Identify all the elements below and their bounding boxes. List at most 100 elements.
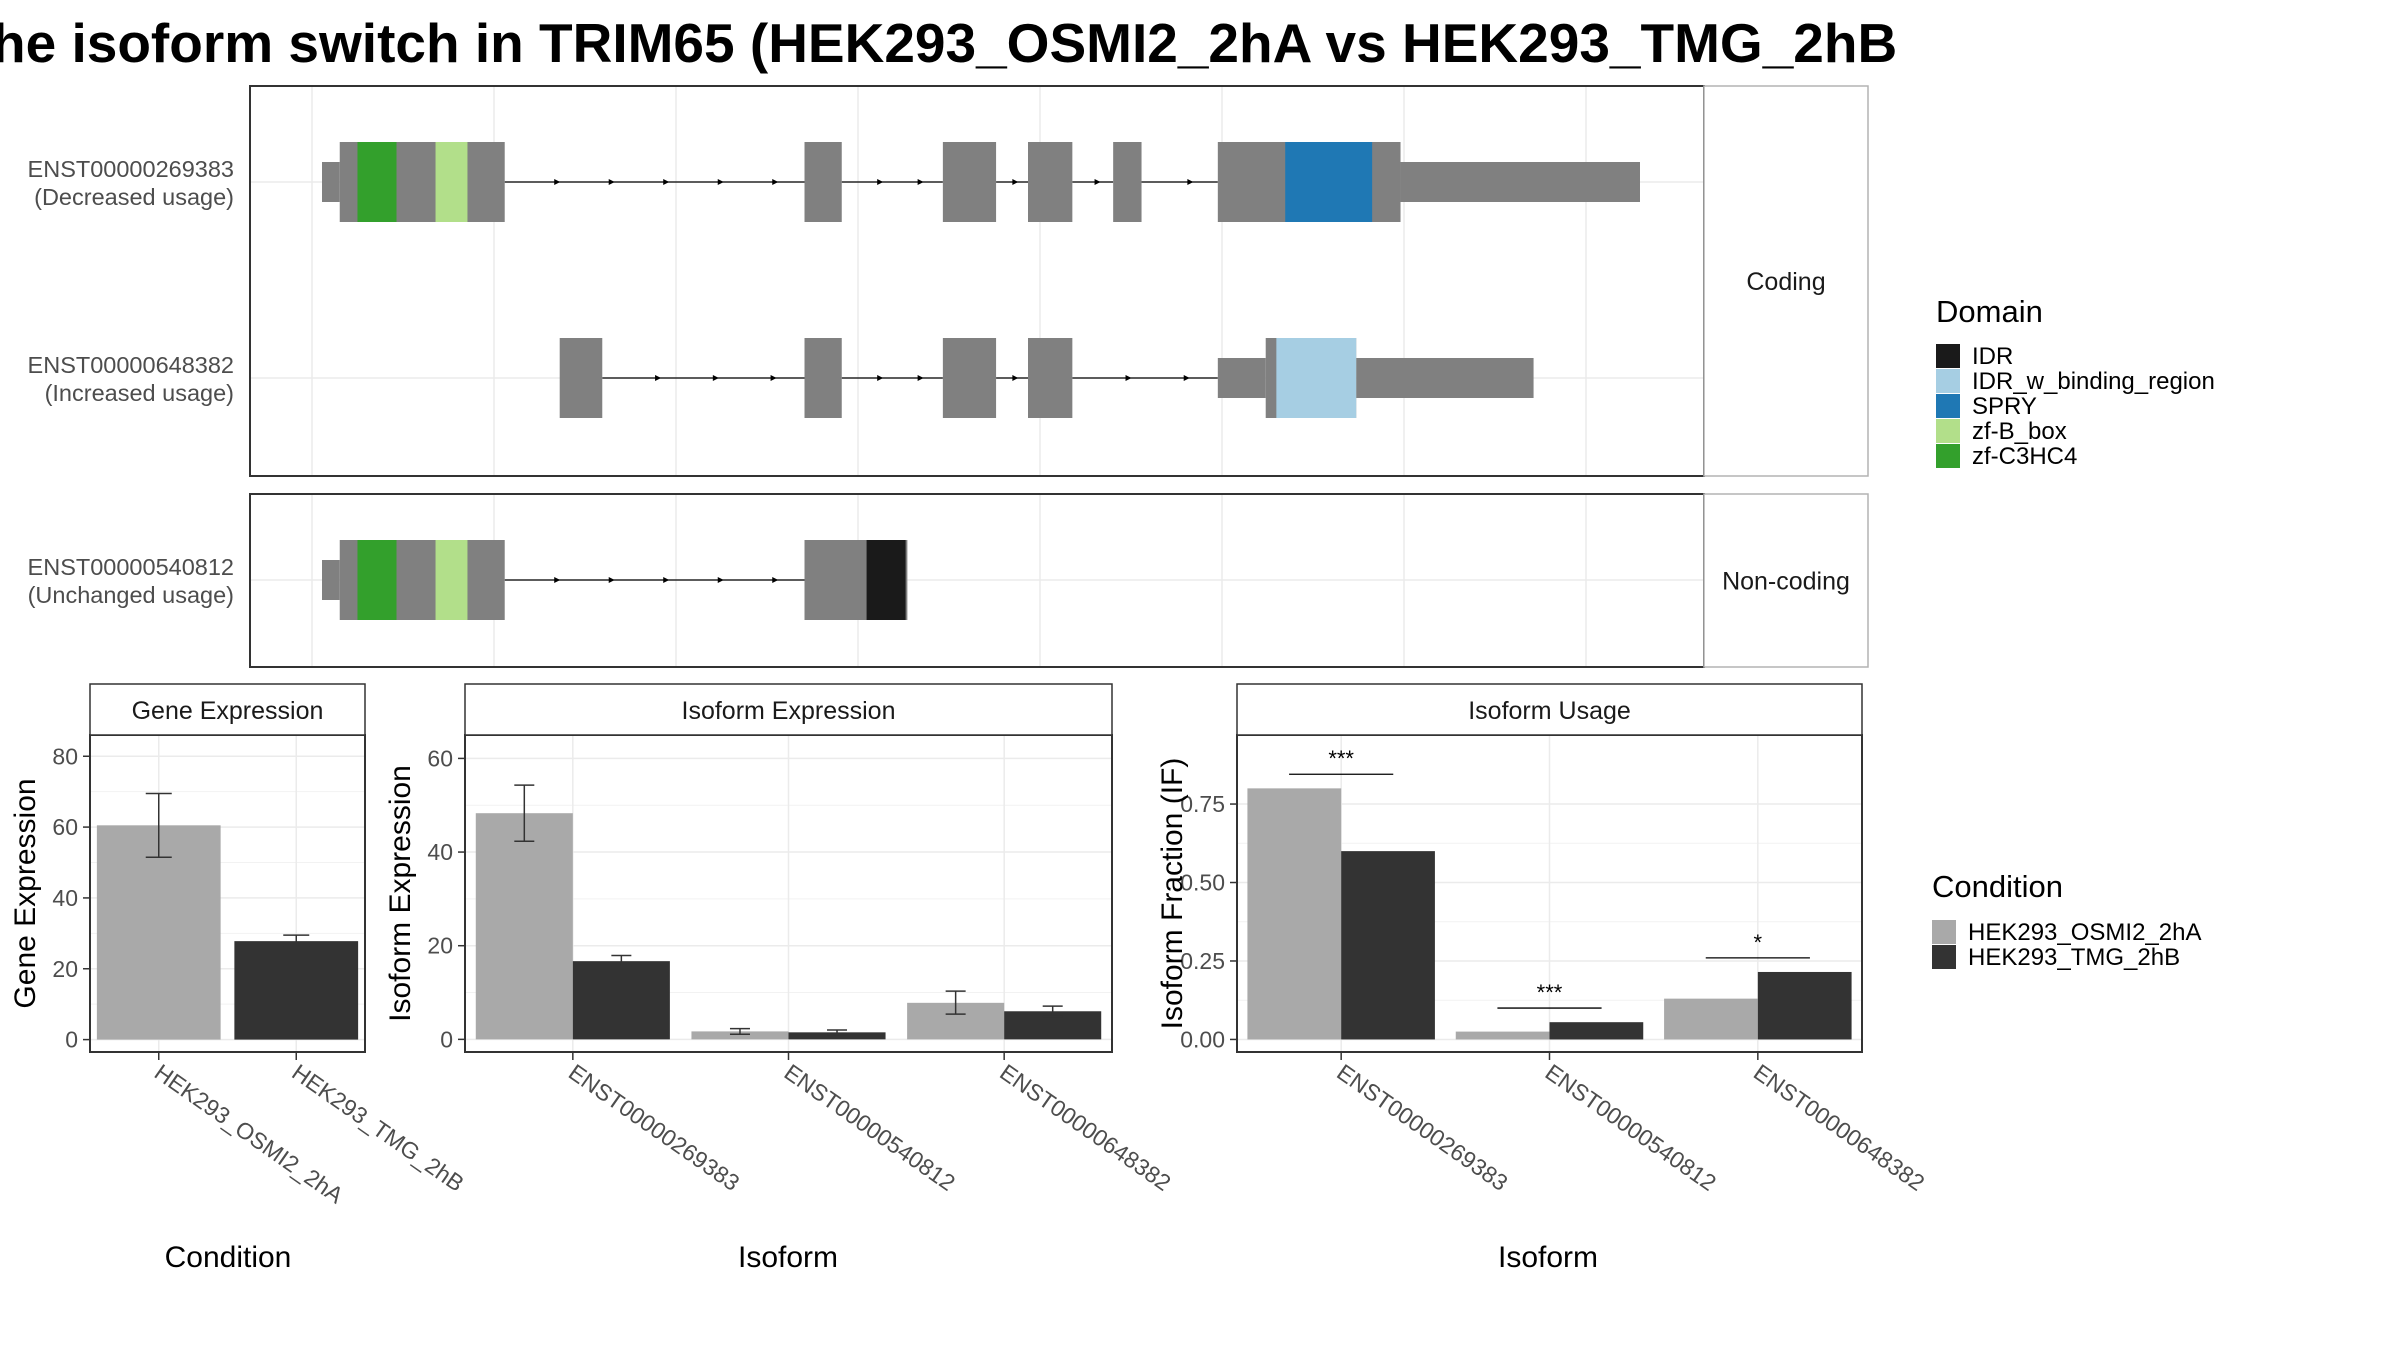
intron-arrow (917, 179, 924, 185)
y-axis-label: Isoform Fraction (IF) (1156, 758, 1189, 1030)
intron-arrow (717, 577, 724, 583)
intron-arrow (770, 375, 777, 381)
legend-label: SPRY (1972, 393, 2037, 420)
bar (1757, 971, 1852, 1040)
y-tick-label: 20 (427, 933, 453, 959)
intron-arrow (917, 375, 924, 381)
transcript-id-label: ENST00000648382 (28, 352, 234, 378)
intron-arrow (877, 375, 884, 381)
utr-exon (1356, 358, 1534, 398)
legend-label: IDR (1972, 343, 2013, 370)
legend-key-IDR_w_binding_region (1936, 369, 1960, 393)
chart-title: Isoform Expression (682, 697, 896, 725)
transcript-id-label: ENST00000269383 (28, 156, 234, 182)
intron-arrow (1183, 375, 1190, 381)
domain-IDR (866, 540, 906, 620)
legend-key-SPRY (1936, 394, 1960, 418)
intron-arrow (554, 179, 561, 185)
x-tick-label: ENST00000540812 (780, 1059, 960, 1196)
intron-arrow (877, 179, 884, 185)
intron-arrow (655, 375, 662, 381)
x-tick-label: ENST00000648382 (1749, 1059, 1929, 1196)
coding-exon (942, 338, 997, 418)
isoform-expression-chart: 0 20 40 60 Isoform Expression ENST00000269383… (384, 683, 1176, 1274)
x-axis-label: Isoform (738, 1241, 838, 1274)
legend-key-zf-C3HC4 (1936, 444, 1960, 468)
chart-title: Gene Expression (132, 697, 324, 725)
intron-arrow (554, 577, 561, 583)
legend-key-IDR (1936, 344, 1960, 368)
structure-panel-noncoding: ENST00000540812(Unchanged usage) Non-codi… (28, 493, 1869, 668)
y-axis-label: Isoform Expression (384, 765, 417, 1022)
utr-exon (322, 560, 340, 600)
intron-arrow (772, 179, 779, 185)
bar (1664, 998, 1758, 1040)
coding-exon (804, 338, 842, 418)
transcript-id-label: ENST00000540812 (28, 554, 234, 580)
intron-arrow (1012, 179, 1019, 185)
domain-zf-B_box (435, 142, 468, 222)
domain-SPRY (1285, 142, 1373, 222)
bar (475, 813, 573, 1040)
x-tick-label: ENST00000269383 (1332, 1059, 1512, 1196)
intron-arrow (608, 577, 615, 583)
bar (1247, 788, 1342, 1040)
figure-title: he isoform switch in TRIM65 (HEK293_OSMI… (0, 12, 1897, 74)
intron-arrow (663, 577, 670, 583)
bar (691, 1031, 789, 1040)
legend-key-zf-B_box (1936, 419, 1960, 443)
y-tick-label: 0 (440, 1026, 453, 1052)
legend-label: HEK293_OSMI2_2hA (1968, 919, 2201, 946)
intron-arrow (663, 179, 670, 185)
transcript-usage-label: (Decreased usage) (34, 184, 234, 210)
coding-exon (559, 338, 603, 418)
condition-legend-title: Condition (1932, 869, 2063, 904)
legend-label: IDR_w_binding_region (1972, 368, 2215, 395)
x-axis-label: Condition (165, 1241, 292, 1274)
strip-box (89, 683, 366, 736)
utr-exon (1217, 358, 1266, 398)
strip-box (1703, 85, 1869, 477)
x-tick-label: ENST00000269383 (564, 1059, 744, 1196)
y-tick-label: 0.75 (1180, 791, 1225, 817)
y-tick-label: 0.50 (1180, 870, 1225, 896)
utr-exon (322, 162, 340, 202)
intron-arrow (1094, 179, 1101, 185)
y-tick-label: 60 (427, 745, 453, 771)
coding-exon (1113, 142, 1142, 222)
y-tick-label: 0.25 (1180, 948, 1225, 974)
strip-box (1703, 493, 1869, 668)
y-tick-label: 0.00 (1180, 1026, 1225, 1052)
y-tick-label: 60 (52, 814, 78, 840)
bar (1549, 1022, 1644, 1040)
coding-exon (1028, 338, 1073, 418)
bar (788, 1032, 886, 1040)
strip-label: Coding (1746, 268, 1825, 296)
strip-box (464, 683, 1113, 736)
legend-label: zf-B_box (1972, 418, 2067, 445)
y-tick-label: 40 (427, 839, 453, 865)
y-tick-label: 0 (65, 1027, 78, 1053)
bar (1455, 1031, 1550, 1040)
domain-zf-C3HC4 (357, 142, 397, 222)
chart-title: Isoform Usage (1468, 697, 1631, 725)
legend-label: zf-C3HC4 (1972, 443, 2077, 470)
legend-key-condition (1932, 920, 1956, 944)
strip-label: Non-coding (1722, 568, 1850, 596)
coding-exon (942, 142, 997, 222)
intron-arrow (712, 375, 719, 381)
intron-arrow (1125, 375, 1132, 381)
y-tick-label: 20 (52, 956, 78, 982)
domain-legend: Domain IDRIDR_w_binding_regionSPRYzf-B_b… (1936, 294, 2215, 470)
domain-IDR_w_binding_region (1276, 338, 1357, 418)
y-tick-label: 40 (52, 885, 78, 911)
intron-arrow (1012, 375, 1019, 381)
transcript-usage-label: (Unchanged usage) (28, 582, 234, 608)
legend-key-condition (1932, 945, 1956, 969)
y-axis-label: Gene Expression (9, 778, 42, 1008)
x-tick-label: ENST00000540812 (1541, 1059, 1721, 1196)
bar (96, 825, 221, 1040)
